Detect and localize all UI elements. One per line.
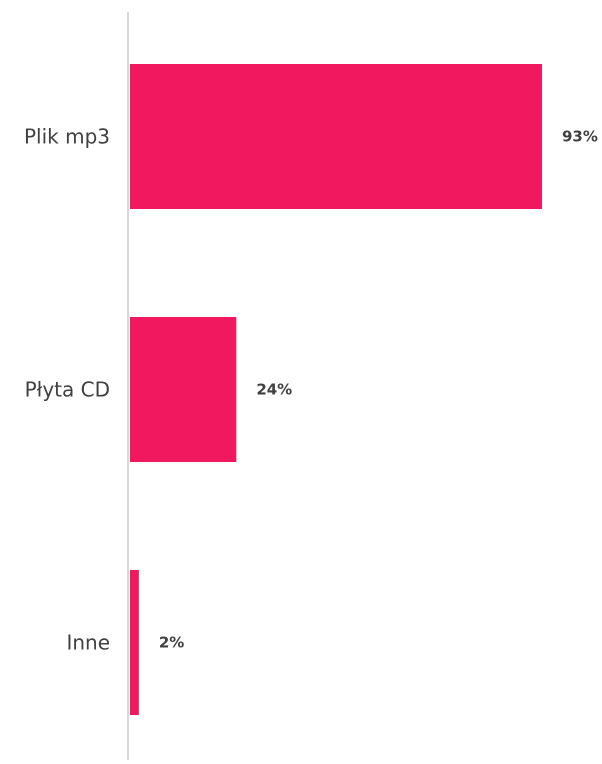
category-label-1: Płyta CD [25, 378, 110, 402]
value-label-1: 24% [256, 381, 292, 399]
bar-1 [130, 317, 237, 462]
category-labels-group: Plik mp3 Płyta CD Inne [24, 125, 110, 655]
value-label-0: 93% [562, 128, 598, 146]
value-labels-group: 93% 24% 2% [159, 128, 598, 652]
category-label-2: Inne [66, 631, 110, 655]
category-label-0: Plik mp3 [24, 125, 110, 149]
bars-group [130, 64, 542, 715]
bar-0 [130, 64, 542, 209]
bar-2 [130, 570, 139, 715]
value-label-2: 2% [159, 634, 184, 652]
